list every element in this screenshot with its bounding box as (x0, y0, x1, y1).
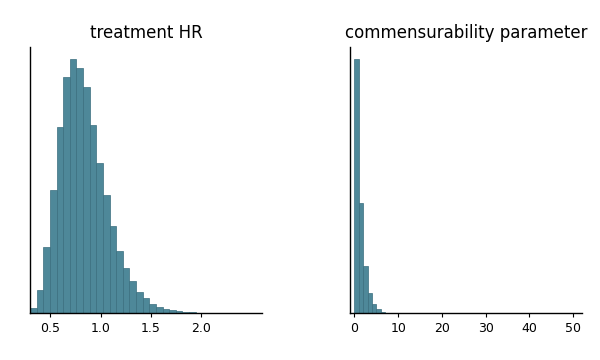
Bar (182, 312, 189, 313)
Bar (83, 87, 89, 313)
Bar (96, 162, 103, 313)
Bar (149, 305, 156, 313)
Title: commensurability parameter: commensurability parameter (345, 24, 587, 42)
Bar (368, 293, 372, 313)
Bar (50, 190, 56, 313)
Bar (116, 251, 123, 313)
Bar (43, 247, 50, 313)
Bar (163, 309, 169, 313)
Bar (70, 59, 76, 313)
Title: treatment HR: treatment HR (89, 24, 202, 42)
Bar (37, 290, 43, 313)
Bar (189, 312, 196, 313)
Bar (110, 226, 116, 313)
Bar (103, 195, 110, 313)
Bar (76, 68, 83, 313)
Bar (156, 307, 163, 313)
Bar (169, 310, 176, 313)
Bar (30, 308, 37, 313)
Bar (372, 304, 376, 313)
Bar (143, 298, 149, 313)
Bar (376, 309, 380, 313)
Bar (380, 312, 385, 313)
Bar (359, 203, 363, 313)
Bar (176, 311, 182, 313)
Bar (63, 77, 70, 313)
Bar (130, 281, 136, 313)
Bar (136, 292, 143, 313)
Bar (355, 59, 359, 313)
Bar (363, 266, 368, 313)
Bar (385, 312, 389, 313)
Bar (56, 127, 63, 313)
Bar (123, 268, 130, 313)
Bar (89, 125, 96, 313)
